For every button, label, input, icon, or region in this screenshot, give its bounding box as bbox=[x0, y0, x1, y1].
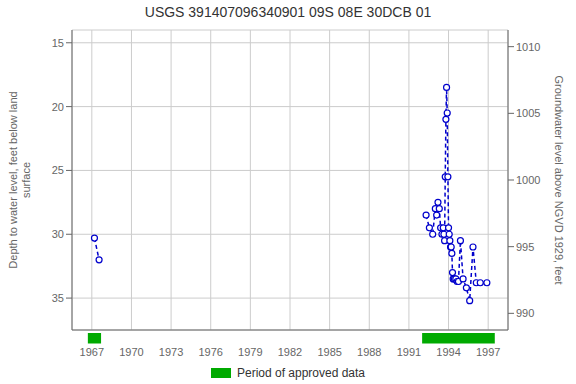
svg-text:1982: 1982 bbox=[278, 346, 302, 358]
svg-text:1997: 1997 bbox=[476, 346, 500, 358]
svg-text:15: 15 bbox=[52, 37, 64, 49]
html-text:Period of approved data: Period of approved data bbox=[237, 366, 365, 380]
svg-text:1970: 1970 bbox=[119, 346, 143, 358]
svg-text:1985: 1985 bbox=[317, 346, 341, 358]
svg-text:995: 995 bbox=[516, 241, 534, 253]
svg-text:1988: 1988 bbox=[357, 346, 381, 358]
svg-text:1976: 1976 bbox=[198, 346, 222, 358]
svg-text:Groundwater level above NGVD 1: Groundwater level above NGVD 1929, feet bbox=[553, 75, 565, 284]
svg-text:1000: 1000 bbox=[516, 174, 540, 186]
svg-text:35: 35 bbox=[52, 292, 64, 304]
svg-text:990: 990 bbox=[516, 307, 534, 319]
svg-text:30: 30 bbox=[52, 228, 64, 240]
svg-text:1967: 1967 bbox=[80, 346, 104, 358]
svg-text:1994: 1994 bbox=[436, 346, 460, 358]
svg-text:1010: 1010 bbox=[516, 41, 540, 53]
svg-text:20: 20 bbox=[52, 101, 64, 113]
svg-text:1979: 1979 bbox=[238, 346, 262, 358]
html-text:USGS 391407096340901 09S 08E 3: USGS 391407096340901 09S 08E 30DCB 01 bbox=[144, 4, 432, 20]
svg-text:1991: 1991 bbox=[397, 346, 421, 358]
svg-text:25: 25 bbox=[52, 164, 64, 176]
svg-text:Depth to water level, feet bel: Depth to water level, feet below landsur… bbox=[8, 91, 31, 268]
svg-text:1973: 1973 bbox=[159, 346, 183, 358]
svg-text:1005: 1005 bbox=[516, 107, 540, 119]
